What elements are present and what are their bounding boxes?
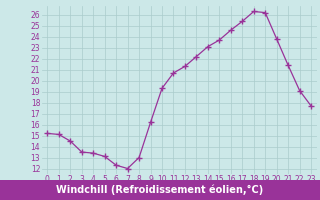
Text: Windchill (Refroidissement éolien,°C): Windchill (Refroidissement éolien,°C) <box>56 185 264 195</box>
